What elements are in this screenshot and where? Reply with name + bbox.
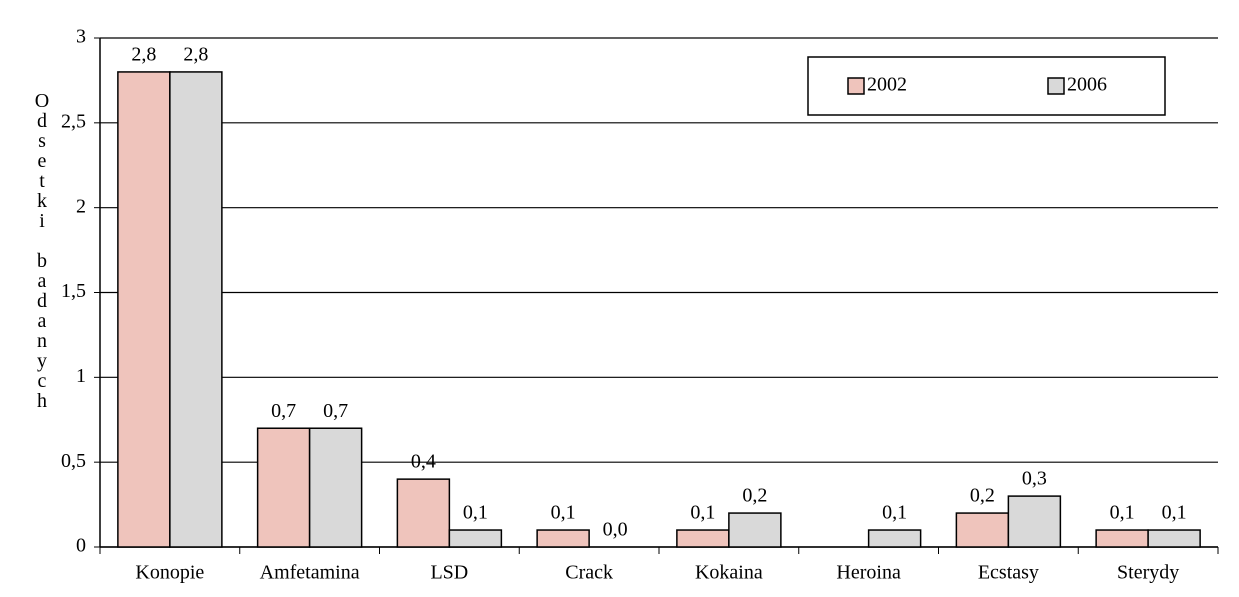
value-label: 0,1 bbox=[1110, 502, 1135, 524]
bar bbox=[308, 427, 363, 548]
y-tick-label: 0,5 bbox=[61, 450, 86, 472]
bar bbox=[396, 478, 451, 548]
value-label: 0,1 bbox=[551, 502, 576, 524]
value-label: 0,1 bbox=[690, 502, 715, 524]
legend-swatch bbox=[1047, 77, 1065, 95]
value-label: 0,2 bbox=[970, 485, 995, 507]
bar bbox=[448, 529, 503, 548]
value-label: 0,1 bbox=[1162, 502, 1187, 524]
bar bbox=[256, 427, 311, 548]
bar bbox=[728, 512, 782, 548]
y-tick-label: 1 bbox=[76, 365, 86, 387]
value-label: 0,2 bbox=[742, 485, 767, 507]
y-axis-label: Odsetki badanych bbox=[31, 90, 53, 410]
value-label: 2,8 bbox=[131, 44, 156, 66]
bar bbox=[117, 71, 171, 548]
x-tick-label: Sterydy bbox=[1117, 562, 1179, 584]
y-tick-label: 2 bbox=[76, 195, 86, 217]
legend-label: 2002 bbox=[867, 74, 907, 96]
x-tick-label: Heroina bbox=[836, 562, 901, 584]
bar bbox=[1147, 529, 1201, 548]
x-tick-label: Konopie bbox=[135, 562, 204, 584]
y-tick-label: 2,5 bbox=[61, 110, 86, 132]
y-tick-label: 0 bbox=[76, 535, 86, 557]
bar bbox=[1095, 529, 1149, 548]
bar bbox=[867, 529, 922, 548]
bar bbox=[536, 529, 590, 548]
value-label: 0,7 bbox=[271, 400, 296, 422]
x-tick-label: Amfetamina bbox=[260, 562, 360, 584]
x-tick-label: Crack bbox=[565, 562, 613, 584]
y-tick-label: 3 bbox=[76, 26, 86, 48]
bar bbox=[955, 512, 1010, 548]
value-label: 0,0 bbox=[603, 519, 628, 541]
value-label: 2,8 bbox=[183, 44, 208, 66]
legend-label: 2006 bbox=[1067, 74, 1107, 96]
legend-box bbox=[807, 56, 1166, 116]
y-tick-label: 1,5 bbox=[61, 280, 86, 302]
x-tick-label: LSD bbox=[430, 562, 468, 584]
legend-swatch bbox=[847, 77, 865, 95]
x-tick-label: Ecstasy bbox=[978, 562, 1039, 584]
value-label: 0,7 bbox=[323, 400, 348, 422]
x-tick-label: Kokaina bbox=[695, 562, 763, 584]
bar bbox=[676, 529, 730, 548]
value-label: 0,3 bbox=[1022, 468, 1047, 490]
bar bbox=[169, 71, 223, 548]
value-label: 0,1 bbox=[882, 502, 907, 524]
value-label: 0,1 bbox=[463, 502, 488, 524]
value-label: 0,4 bbox=[411, 451, 436, 473]
bar bbox=[1007, 495, 1062, 548]
